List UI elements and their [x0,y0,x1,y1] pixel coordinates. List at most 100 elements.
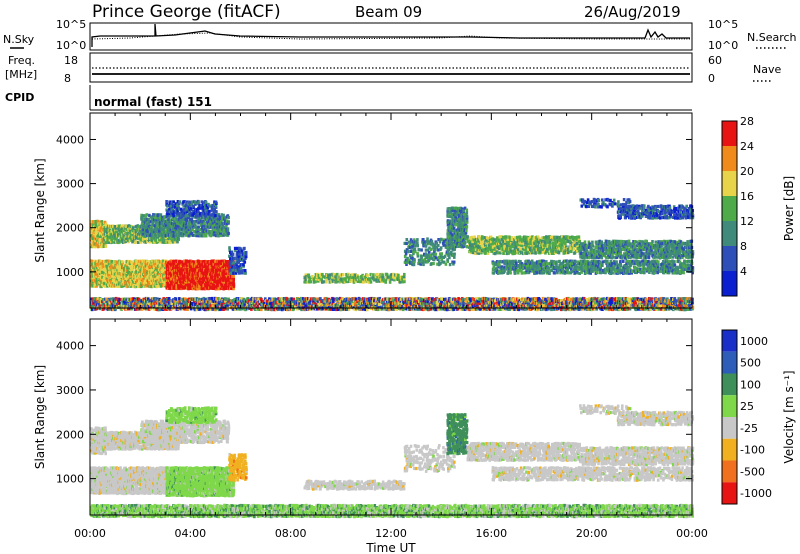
heatmap-cell [148,280,151,284]
heatmap-cell [388,275,392,279]
heatmap-cell [236,246,239,250]
heatmap-cell [177,223,180,228]
heatmap-cell [200,227,204,231]
heatmap-cell [198,262,202,266]
heatmap-cell [115,236,118,241]
heatmap-cell [141,229,145,234]
heatmap-cell [406,250,410,254]
heatmap-cell [134,274,137,278]
heatmap-cell [175,212,178,216]
heatmap-cell [153,219,156,223]
heatmap-cell [432,262,435,266]
heatmap-cell [108,228,112,232]
heatmap-cell [213,233,216,237]
heatmap-cell [153,217,156,221]
heatmap-cell [430,239,434,244]
heatmap-cell [178,207,181,211]
heatmap-cell [442,238,445,242]
heatmap-cell [361,280,365,284]
heatmap-cell [123,282,127,286]
heatmap-cell [184,280,188,284]
heatmap-cell [445,252,448,256]
heatmap-cell [195,260,198,264]
nave-tick-top: 60 [708,54,722,67]
heatmap-cell [208,230,211,234]
heatmap-cell [127,272,130,276]
heatmap-cell [449,239,452,243]
heatmap-cell [193,220,197,224]
heatmap-cell [116,262,119,266]
heatmap-cell [171,212,175,216]
heatmap-cell [173,284,176,288]
heatmap-cell [95,226,98,230]
heatmap-cell [368,278,372,282]
heatmap-cell [217,234,220,238]
heatmap-cell [449,236,452,240]
heatmap-cell [125,232,128,236]
heatmap-cell [128,238,132,243]
heatmap-cell [213,200,216,204]
heatmap-cell [432,246,435,250]
heatmap-cell [420,256,423,260]
heatmap-cell [149,220,153,224]
heatmap-cell [191,213,194,217]
heatmap-cell [153,233,157,237]
heatmap-cell [166,221,169,225]
heatmap-cell [136,240,140,244]
heatmap-cell [215,210,218,214]
heatmap-cell [113,234,117,238]
heatmap-cell [435,245,439,249]
heatmap-cell [430,262,433,266]
heatmap-cell [453,255,456,259]
heatmap-cell [433,256,436,260]
heatmap-cell [176,208,179,212]
nave-label: Nave [753,63,781,76]
heatmap-cell [150,270,153,274]
heatmap-cell [151,238,154,243]
heatmap-cell [169,212,173,216]
heatmap-cell [192,210,195,214]
heatmap-cell [214,204,218,208]
heatmap-cell [90,259,94,264]
heatmap-cell [144,240,147,244]
heatmap-cell [405,262,408,266]
heatmap-cell [417,258,421,262]
heatmap-cell [190,204,194,208]
heatmap-cell [189,229,193,233]
heatmap-cell [173,236,177,240]
heatmap-cell [311,274,314,279]
heatmap-cell [213,280,216,284]
heatmap-cell [230,250,234,254]
heatmap-cell [140,223,144,227]
heatmap-cell [209,234,213,238]
heatmap-cell [146,240,149,244]
heatmap-cell [156,234,160,238]
heatmap-cell [410,254,414,258]
heatmap-cell [165,200,168,204]
heatmap-cell [309,280,312,284]
heatmap-cell [411,260,414,264]
heatmap-cell [96,243,99,247]
heatmap-cell [203,202,206,206]
heatmap-cell [425,240,429,244]
heatmap-cell [212,230,216,234]
heatmap-cell [437,255,441,259]
heatmap-cell [142,214,145,218]
heatmap-cell [304,273,308,277]
heatmap-cell [222,276,225,280]
heatmap-cell [223,225,226,229]
heatmap-cell [189,233,193,237]
heatmap-cell [208,204,212,208]
heatmap-cell [451,260,454,264]
heatmap-cell [381,276,385,280]
heatmap-cell [165,208,168,212]
heatmap-cell [231,263,235,267]
cpid-value: normal (fast) 151 [94,95,212,109]
heatmap-cell [103,264,106,268]
heatmap-cell [163,278,166,282]
heatmap-cell [211,206,214,210]
heatmap-cell [220,233,223,238]
heatmap-cell [162,228,165,232]
heatmap-cell [101,230,105,234]
heatmap-cell [242,268,245,272]
